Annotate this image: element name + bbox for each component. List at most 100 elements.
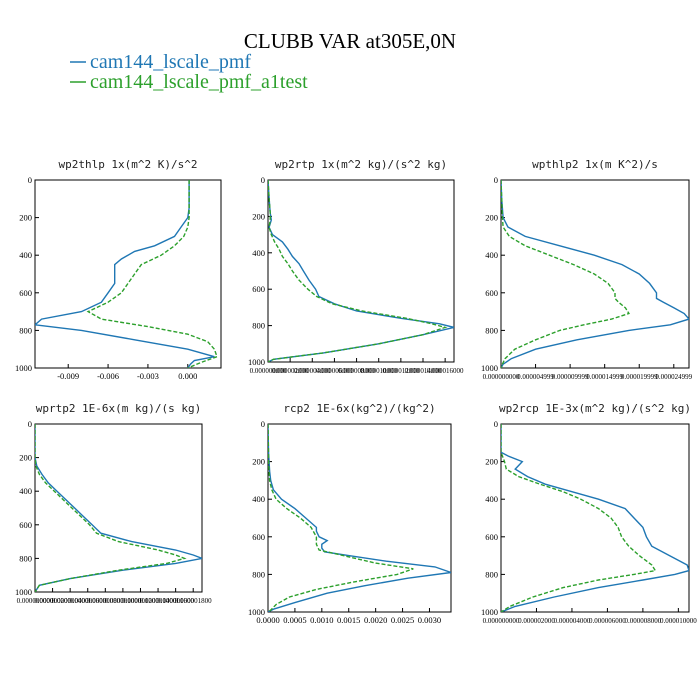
y-tick-label: 600 xyxy=(19,520,32,530)
y-tick-label: 200 xyxy=(485,213,498,223)
plot-frame xyxy=(34,423,203,593)
y-tick-label: 1000 xyxy=(248,357,265,367)
plot-frame xyxy=(267,423,452,613)
y-tick-label: 1000 xyxy=(481,363,498,373)
x-tick-label: 0.000000400 xyxy=(52,597,89,605)
x-tick-label: -0.006 xyxy=(97,371,119,381)
x-tick-label: 0.000000000 xyxy=(483,373,520,381)
y-tick-label: 200 xyxy=(252,211,265,221)
legend-label-1: cam144_lscale_pmf xyxy=(90,51,251,73)
x-tick-label: 0.000000000 xyxy=(17,597,54,605)
plot-frame xyxy=(267,179,455,363)
y-tick-label: 600 xyxy=(252,284,265,294)
y-tick-label: 800 xyxy=(252,569,265,579)
x-tick-label: 0.0000 xyxy=(256,615,279,625)
panel-1: wp2thlp 1x(m^2 K)/s^2 0 200 400 600 800 1000 -0… xyxy=(15,158,222,381)
x-tick-label: 0.000004999 xyxy=(517,373,554,381)
x-tick-label: 0.000016000 xyxy=(427,367,464,375)
y-tick-label: 0 xyxy=(494,419,498,429)
panel-title: rcp2 1E-6x(kg^2)/(kg^2) xyxy=(283,402,435,415)
panel-6: wp2rcp 1E-3x(m^2 kg)/(s^2 kg)0 200 400 600 8… xyxy=(481,402,697,625)
legend-label-2: cam144_lscale_pmf_a1test xyxy=(90,71,308,93)
series-line-pmf xyxy=(35,180,215,368)
x-tick-label: 0.0015 xyxy=(337,615,360,625)
y-tick-label: 400 xyxy=(19,486,32,496)
x-tick-label: 0.000010000 xyxy=(660,617,697,625)
x-tick-label: 0.000001800 xyxy=(175,597,212,605)
y-tick-label: 400 xyxy=(485,250,498,260)
legend: cam144_lscale_pmf cam144_lscale_pmf_a1te… xyxy=(70,51,308,93)
panel-title: wp2rcp 1E-3x(m^2 kg)/(s^2 kg) xyxy=(499,402,691,415)
series-line-a1test xyxy=(501,424,657,612)
x-tick-label: 0.000008000 xyxy=(338,367,375,375)
y-tick-label: 400 xyxy=(252,248,265,258)
x-tick-label: 0.000012000 xyxy=(382,367,419,375)
y-tick-label: 600 xyxy=(485,532,498,542)
x-tick-label: 0.000001200 xyxy=(122,597,159,605)
x-tick-label: 0.000000600 xyxy=(69,597,106,605)
x-tick-label: 0.000000200 xyxy=(34,597,71,605)
x-tick-label: 0.000000000 xyxy=(483,617,520,625)
series-line-a1test xyxy=(268,180,448,362)
x-tick-label: 0.000001400 xyxy=(140,597,177,605)
panel-title: wpthlp2 1x(m K^2)/s xyxy=(532,158,658,171)
panel-5: rcp2 1E-6x(kg^2)/(kg^2) 0 200 400 600 800 1000… xyxy=(248,402,452,625)
x-tick-label: -0.009 xyxy=(57,371,79,381)
x-tick-label: 0.000002000 xyxy=(272,367,309,375)
plot-frame xyxy=(34,179,222,369)
y-tick-label: 800 xyxy=(485,325,498,335)
y-tick-label: 600 xyxy=(252,532,265,542)
x-tick-label: 0.0020 xyxy=(364,615,387,625)
y-tick-label: 800 xyxy=(252,321,265,331)
x-tick-label: 0.000000000 xyxy=(250,367,287,375)
x-tick-label: 0.000000800 xyxy=(87,597,124,605)
y-tick-label: 400 xyxy=(252,494,265,504)
x-tick-label: 0.000014000 xyxy=(405,367,442,375)
y-tick-label: 1000 xyxy=(15,363,32,373)
x-tick-label: 0.000002000 xyxy=(518,617,555,625)
panel-2: wp2rtp 1x(m^2 kg)/(s^2 kg) 0 200 400 600 800 1… xyxy=(248,158,464,375)
x-tick-label: 0.000006000 xyxy=(589,617,626,625)
panel-title: wp2rtp 1x(m^2 kg)/(s^2 kg) xyxy=(275,158,447,171)
y-tick-label: 200 xyxy=(19,453,32,463)
y-tick-label: 200 xyxy=(19,213,32,223)
x-tick-label: 0.000004000 xyxy=(554,617,591,625)
y-tick-label: 800 xyxy=(19,553,32,563)
x-tick-label: 0.000001600 xyxy=(157,597,194,605)
x-tick-label: 0.000019999 xyxy=(621,373,658,381)
y-tick-label: 0 xyxy=(494,175,498,185)
x-tick-label: 0.000001000 xyxy=(105,597,142,605)
x-tick-label: 0.0030 xyxy=(418,615,441,625)
y-tick-label: 800 xyxy=(485,569,498,579)
series-line-pmf xyxy=(501,424,689,612)
y-tick-label: 0 xyxy=(261,175,265,185)
y-tick-label: 0 xyxy=(28,175,32,185)
y-tick-label: 0 xyxy=(261,419,265,429)
panel-title: wprtp2 1E-6x(m kg)/(s kg) xyxy=(36,402,202,415)
plot-frame xyxy=(500,179,690,369)
y-tick-label: 800 xyxy=(19,325,32,335)
x-tick-label: 0.000009999 xyxy=(552,373,589,381)
y-tick-label: 400 xyxy=(19,250,32,260)
x-tick-label: 0.0025 xyxy=(391,615,414,625)
x-tick-label: 0.000004000 xyxy=(294,367,331,375)
panel-4: wprtp2 1E-6x(m kg)/(s kg) 0 200 400 600 800 10… xyxy=(15,402,212,605)
y-tick-label: 600 xyxy=(19,288,32,298)
series-line-a1test xyxy=(86,180,218,368)
y-tick-label: 600 xyxy=(485,288,498,298)
series-line-a1test xyxy=(501,180,630,368)
series-line-pmf xyxy=(35,424,202,592)
plot-frame xyxy=(500,423,690,613)
series-line-a1test xyxy=(268,424,414,612)
y-tick-label: 200 xyxy=(485,457,498,467)
series-line-pmf xyxy=(268,424,451,612)
series-line-pmf xyxy=(268,180,454,362)
x-tick-label: 0.000 xyxy=(178,371,197,381)
x-tick-label: 0.000024999 xyxy=(655,373,692,381)
x-tick-label: 0.000010000 xyxy=(360,367,397,375)
series-line-a1test xyxy=(35,424,187,592)
x-tick-label: 0.0010 xyxy=(310,615,333,625)
y-tick-label: 400 xyxy=(485,494,498,504)
panel-3: wpthlp2 1x(m K^2)/s020040060080010000.00… xyxy=(481,158,693,381)
